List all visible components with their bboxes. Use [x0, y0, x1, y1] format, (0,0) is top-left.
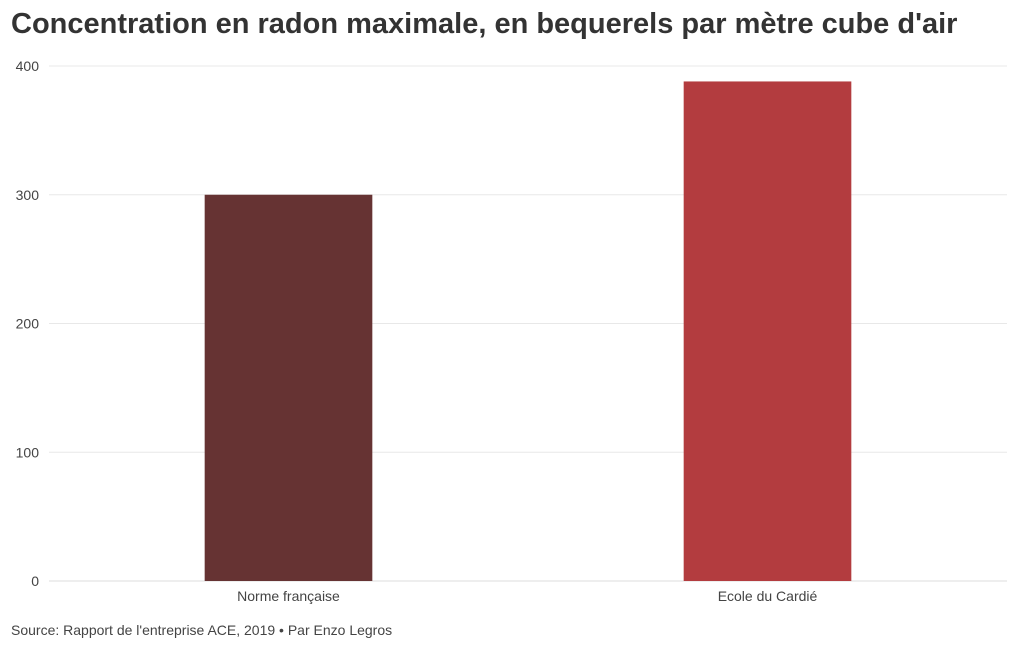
bar	[204, 194, 373, 581]
source-note: Source: Rapport de l'entreprise ACE, 201…	[11, 622, 393, 638]
bar	[683, 81, 852, 581]
y-tick-label: 100	[16, 444, 40, 460]
x-category-label: Norme française	[237, 588, 340, 604]
y-axis-ticks: 0 100 200 300 400	[16, 58, 40, 589]
gridlines	[49, 65, 1007, 582]
y-tick-label: 300	[16, 187, 40, 203]
y-tick-label: 400	[16, 58, 40, 74]
x-category-label: Ecole du Cardié	[718, 588, 818, 604]
y-tick-label: 200	[16, 316, 40, 332]
x-axis-categories: Norme française Ecole du Cardié	[237, 588, 817, 604]
chart-title: Concentration en radon maximale, en bequ…	[11, 8, 958, 40]
y-tick-label: 0	[31, 573, 39, 589]
bars	[204, 81, 852, 581]
